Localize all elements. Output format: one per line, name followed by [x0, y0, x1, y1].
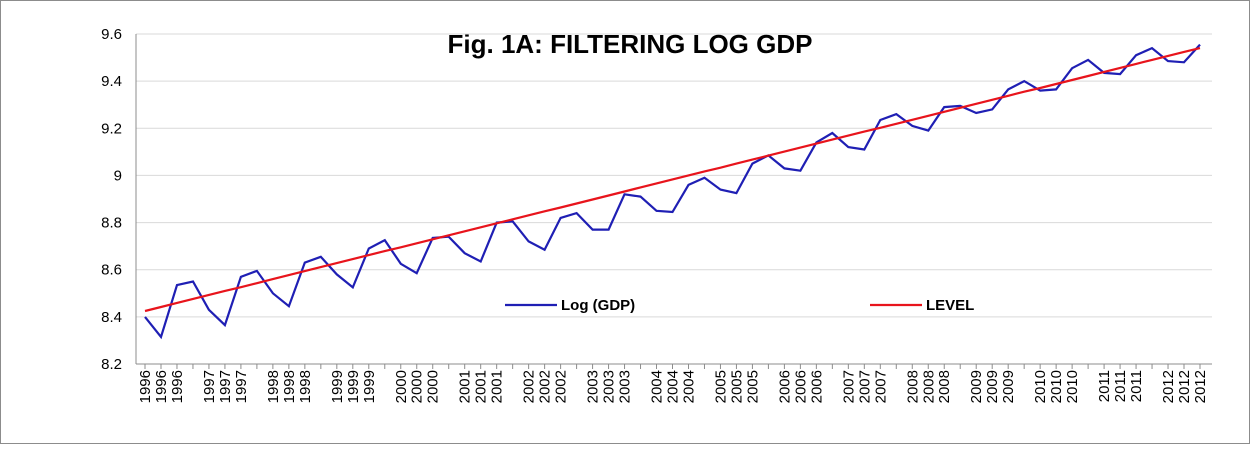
x-tick-label: 2008 [936, 370, 953, 403]
y-tick-label: 8.8 [101, 215, 122, 232]
x-tick-label: 2006 [792, 370, 809, 403]
series-line [144, 47, 1201, 313]
x-tick-label: 2010 [1048, 370, 1065, 403]
x-tick-label: 1996 [153, 370, 170, 403]
x-tick-label: 1999 [329, 370, 346, 403]
y-tick-label: 8.2 [101, 356, 122, 373]
x-tick-label: 2009 [968, 370, 985, 403]
y-tick-label: 8.4 [101, 309, 122, 326]
legend-label: LEVEL [926, 297, 974, 314]
x-tick-label: 2001 [473, 370, 490, 403]
series-line [144, 43, 1201, 340]
x-tick-label: 2004 [665, 370, 682, 403]
x-tick-label: 2009 [984, 370, 1001, 403]
x-tick-label: 2001 [489, 370, 506, 403]
x-tick-label: 2005 [744, 370, 761, 403]
x-tick-label: 2012 [1160, 370, 1177, 403]
x-tick-label: 2004 [649, 370, 666, 403]
x-tick-label: 2002 [521, 370, 538, 403]
x-tick-label: 2005 [728, 370, 745, 403]
x-tick-label: 1997 [201, 370, 218, 403]
x-tick-label: 1996 [169, 370, 186, 403]
x-tick-label: 1999 [361, 370, 378, 403]
x-tick-label: 1997 [217, 370, 234, 403]
x-tick-label: 2007 [840, 370, 857, 403]
x-tick-label: 2002 [537, 370, 554, 403]
y-tick-label: 9.4 [101, 73, 122, 90]
x-tick-label: 2003 [617, 370, 634, 403]
x-tick-label: 2011 [1128, 370, 1145, 402]
legend-label: Log (GDP) [561, 297, 635, 314]
x-tick-label: 2009 [1000, 370, 1017, 403]
x-tick-label: 2011 [1096, 370, 1113, 402]
x-tick-label: 2010 [1064, 370, 1081, 403]
y-tick-label: 8.6 [101, 262, 122, 279]
x-tick-label: 1998 [265, 370, 282, 403]
x-tick-label: 2005 [712, 370, 729, 403]
x-tick-label: 2002 [553, 370, 570, 403]
x-tick-label: 2000 [409, 370, 426, 403]
x-tick-label: 2012 [1192, 370, 1209, 403]
x-tick-label: 2006 [808, 370, 825, 403]
x-tick-label: 2012 [1176, 370, 1193, 403]
x-tick-label: 1997 [233, 370, 250, 403]
x-tick-label: 2003 [601, 370, 618, 403]
x-tick-label: 2000 [393, 370, 410, 403]
x-tick-label: 1996 [137, 370, 154, 403]
x-tick-label: 2008 [904, 370, 921, 403]
x-tick-label: 2010 [1032, 370, 1049, 403]
y-tick-label: 9.2 [101, 120, 122, 137]
x-tick-label: 2001 [457, 370, 474, 403]
x-tick-label: 2000 [425, 370, 442, 403]
x-tick-label: 2008 [920, 370, 937, 403]
x-tick-label: 2007 [856, 370, 873, 403]
x-tick-label: 2004 [680, 370, 697, 403]
x-tick-label: 1998 [281, 370, 298, 403]
x-tick-label: 2011 [1112, 370, 1129, 402]
x-tick-label: 2003 [585, 370, 602, 403]
y-tick-label: 9 [114, 167, 122, 184]
y-tick-label: 9.6 [101, 26, 122, 43]
x-tick-label: 1998 [297, 370, 314, 403]
x-tick-label: 2006 [776, 370, 793, 403]
x-tick-label: 1999 [345, 370, 362, 403]
x-tick-label: 2007 [872, 370, 889, 403]
